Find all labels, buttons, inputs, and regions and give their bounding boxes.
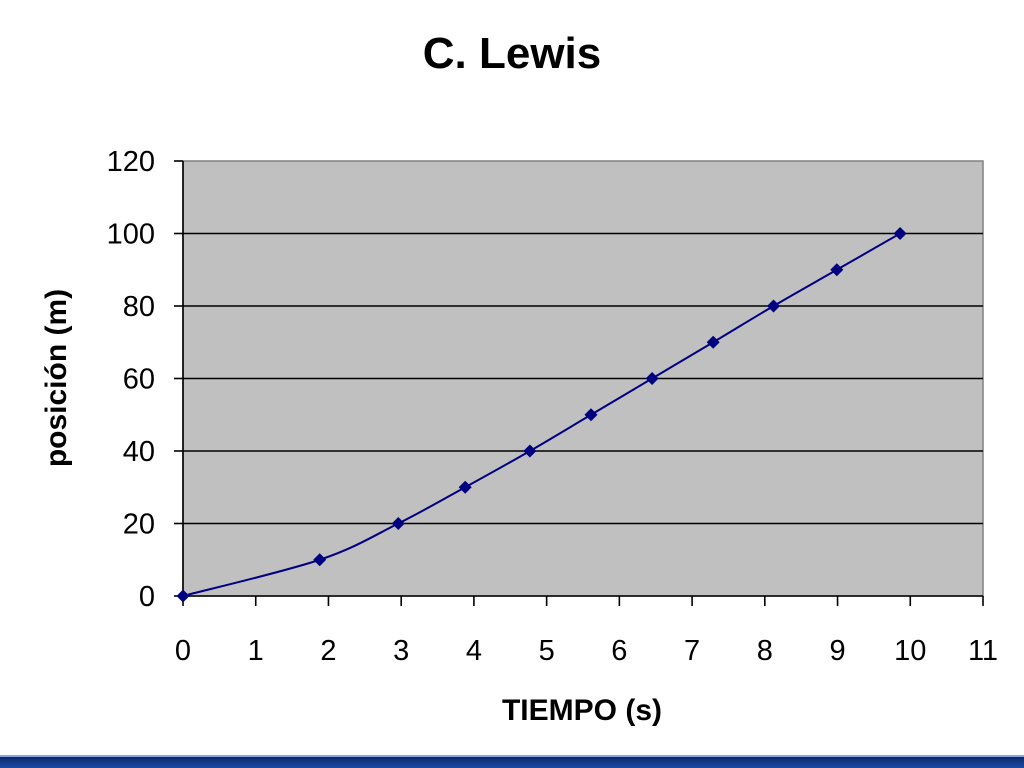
x-tick-label: 2 <box>320 635 336 667</box>
x-tick-label: 9 <box>829 635 845 667</box>
y-axis: 0 20 40 60 80 100 120 <box>107 146 184 613</box>
y-tick-label: 120 <box>107 146 155 178</box>
data-point <box>523 444 537 458</box>
slide-bottom-bar <box>0 757 1024 768</box>
x-tick-label: 0 <box>175 635 191 667</box>
x-axis: 0 1 2 3 4 5 6 7 8 9 10 11 <box>175 595 998 667</box>
x-tick-label: 10 <box>894 635 926 667</box>
series-line <box>182 232 901 597</box>
data-point <box>313 553 327 567</box>
x-tick-label: 6 <box>611 635 627 667</box>
x-tick-label: 7 <box>684 635 700 667</box>
y-tick-label: 40 <box>123 436 155 468</box>
y-tick-label: 80 <box>123 291 155 323</box>
series-layer <box>176 227 907 603</box>
plot-area <box>182 160 984 597</box>
data-point <box>893 227 907 240</box>
data-point <box>176 589 190 603</box>
data-point <box>767 299 781 313</box>
y-axis-title: posición (m) <box>40 289 73 467</box>
x-tick-label: 11 <box>968 635 998 667</box>
data-point <box>830 263 844 277</box>
data-point <box>706 335 720 349</box>
data-point <box>391 517 405 530</box>
x-tick-label: 1 <box>248 635 264 667</box>
x-tick-label: 4 <box>466 635 482 667</box>
slide-bottom-line <box>0 755 1024 757</box>
y-tick-label: 0 <box>139 581 155 613</box>
data-point <box>584 408 598 422</box>
y-tick-label: 20 <box>123 509 155 541</box>
x-tick-label: 3 <box>393 635 409 667</box>
x-axis-title: TIEMPO (s) <box>502 694 662 727</box>
data-point <box>458 480 472 494</box>
chart-title: C. Lewis <box>423 29 602 78</box>
data-point <box>645 372 659 385</box>
x-tick-label: 5 <box>539 635 555 667</box>
x-tick-label: 8 <box>757 635 773 667</box>
y-tick-label: 60 <box>123 364 155 396</box>
y-tick-label: 100 <box>107 219 155 251</box>
